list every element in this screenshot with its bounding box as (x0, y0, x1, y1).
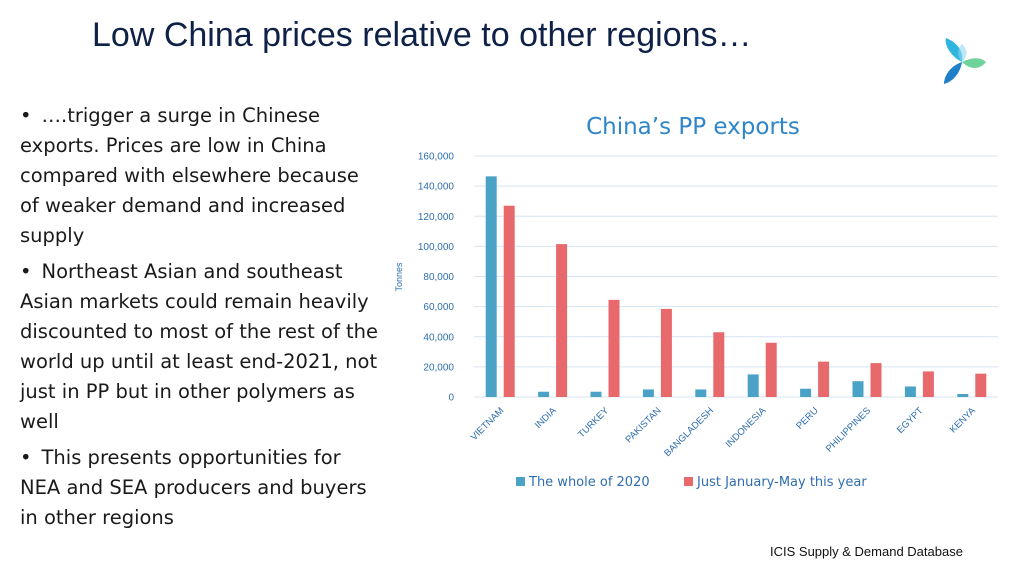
legend-label: The whole of 2020 (528, 475, 650, 490)
bullet-item: • ….trigger a surge in Chinese exports. P… (20, 101, 380, 251)
y-tick-label: 60,000 (423, 302, 454, 313)
y-tick-label: 20,000 (423, 362, 454, 373)
bar-india-series-1 (556, 244, 568, 397)
y-tick-label: 140,000 (418, 182, 455, 193)
chart-legend: The whole of 2020 Just January-May this y… (516, 475, 867, 490)
bar-peru-series-1 (818, 361, 830, 397)
icis-logo-icon (944, 38, 986, 84)
legend-label: Just January-May this year (696, 475, 867, 490)
x-tick-label: TURKEY (576, 405, 611, 440)
bar-kenya-series-0 (957, 393, 969, 397)
bullet-glyph: • (20, 260, 32, 283)
bar-peru-series-0 (800, 388, 812, 397)
bar-vietnam-series-1 (503, 205, 515, 397)
legend-swatch (684, 477, 693, 486)
pp-exports-chart: China’s PP exports 0 20,000 40,000 60,000 80… (394, 114, 998, 490)
bar-indonesia-series-1 (765, 342, 777, 397)
bullet-text: Northeast Asian and southeast Asian mark… (20, 260, 379, 433)
bar-bangladesh-series-1 (713, 332, 725, 397)
y-tick-label: 160,000 (418, 152, 455, 163)
legend-swatch (516, 477, 525, 486)
bar-kenya-series-1 (975, 373, 987, 397)
slide-title: Low China prices relative to other regio… (92, 16, 752, 54)
bullet-list: • ….trigger a surge in Chinese exports. P… (20, 101, 380, 539)
bullet-item: • Northeast Asian and southeast Asian mar… (20, 257, 380, 437)
bar-pakistan-series-0 (642, 389, 654, 397)
y-tick-label: 40,000 (423, 332, 454, 343)
bar-egypt-series-1 (922, 371, 934, 397)
bar-philippines-series-1 (870, 363, 882, 397)
chart-gridlines (474, 155, 998, 398)
y-tick-label: 0 (448, 393, 454, 404)
bullet-glyph: • (20, 104, 32, 127)
bar-india-series-0 (538, 391, 550, 397)
bar-turkey-series-1 (608, 299, 620, 397)
y-axis-label: Tonnes (394, 262, 404, 292)
chart-bars (485, 176, 987, 397)
x-tick-label: INDIA (533, 405, 559, 431)
bullet-item: • This presents opportunities for NEA and… (20, 443, 380, 533)
x-tick-label: INDONESIA (724, 405, 769, 450)
bar-philippines-series-0 (852, 381, 864, 397)
source-note: ICIS Supply & Demand Database (770, 544, 963, 559)
bar-pakistan-series-1 (660, 308, 672, 397)
bar-vietnam-series-0 (485, 176, 497, 397)
bar-bangladesh-series-0 (695, 389, 707, 397)
x-tick-label: EGYPT (895, 405, 926, 436)
x-tick-label: BANGLADESH (662, 405, 716, 459)
bar-turkey-series-0 (590, 391, 602, 397)
y-tick-label: 100,000 (418, 242, 455, 253)
y-axis-ticks: 0 20,000 40,000 60,000 80,000 100,000 120,000 1… (418, 152, 455, 404)
bullet-glyph: • (20, 446, 32, 469)
y-tick-label: 120,000 (418, 212, 455, 223)
bullet-text: ….trigger a surge in Chinese exports. Pr… (20, 104, 359, 247)
x-tick-label: PAKISTAN (624, 405, 664, 445)
x-tick-label: PERU (794, 405, 821, 432)
y-tick-label: 80,000 (423, 272, 454, 283)
bar-egypt-series-0 (904, 386, 916, 397)
bullet-text: This presents opportunities for NEA and … (20, 446, 367, 529)
x-tick-label: VIETNAM (469, 405, 507, 443)
chart-title: China’s PP exports (586, 114, 800, 140)
x-tick-label: KENYA (948, 405, 979, 436)
bar-indonesia-series-0 (747, 374, 759, 397)
x-tick-label: PHILIPPINES (824, 405, 873, 454)
